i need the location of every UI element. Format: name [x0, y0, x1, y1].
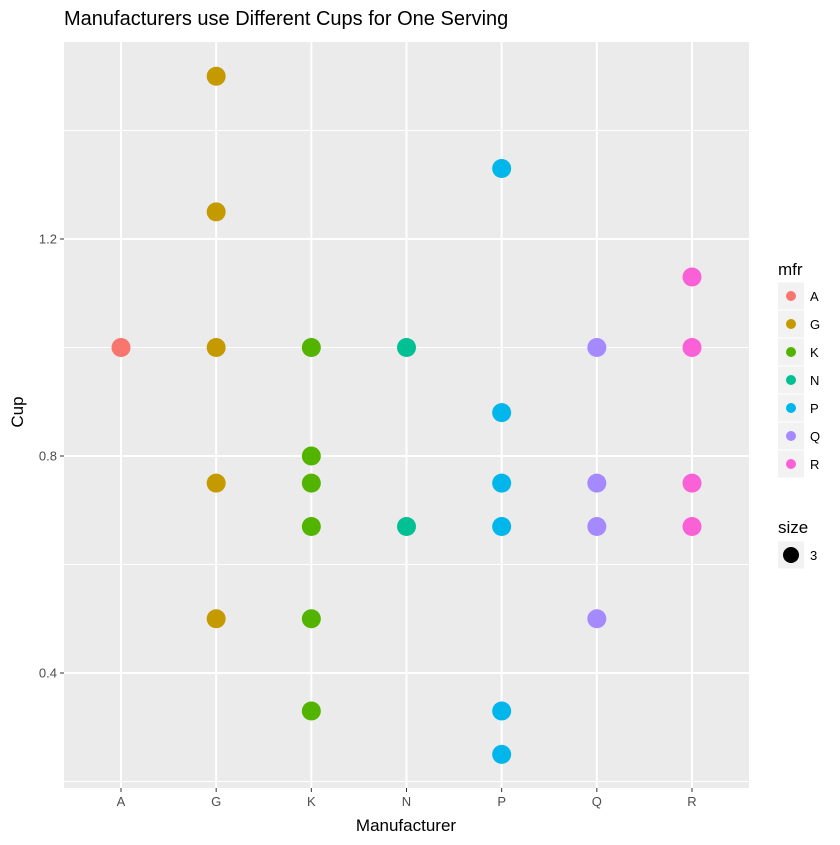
legend-key-q	[786, 431, 796, 441]
legend-key-p	[786, 403, 796, 413]
legend-color-title: mfr	[778, 260, 803, 279]
grid-lines	[64, 42, 749, 788]
chart-title: Manufacturers use Different Cups for One…	[64, 8, 508, 30]
x-tick-label: N	[402, 794, 411, 809]
legend-key-a	[786, 291, 796, 301]
data-point-k	[301, 446, 321, 466]
legend-size-key-point	[783, 547, 799, 563]
y-tick-label: 0.4	[39, 666, 57, 681]
data-point-p	[492, 158, 512, 178]
legend-label-k: K	[810, 345, 819, 360]
data-point-r	[682, 267, 702, 287]
data-point-k	[301, 701, 321, 721]
data-point-n	[397, 338, 416, 357]
data-point-q	[587, 609, 607, 629]
data-point-p	[492, 473, 512, 493]
legend-key-k	[786, 347, 796, 357]
data-point-g	[206, 202, 226, 222]
legend-label-g: G	[810, 317, 820, 332]
data-point-p	[492, 701, 512, 721]
data-point-q	[587, 338, 607, 357]
data-point-g	[206, 609, 226, 629]
legend-label-q: Q	[810, 429, 820, 444]
data-points	[111, 66, 702, 764]
data-point-k	[301, 609, 321, 629]
data-point-k	[301, 473, 321, 493]
data-point-r	[682, 517, 702, 537]
x-tick-label: Q	[592, 794, 602, 809]
data-point-g	[206, 66, 226, 86]
legend-key-n	[786, 375, 796, 385]
legend-key-g	[786, 319, 796, 329]
y-tick-label: 1.2	[39, 232, 57, 247]
data-point-p	[492, 517, 512, 537]
y-tick-label: 0.8	[39, 449, 57, 464]
legend-size-label: 3	[810, 548, 817, 563]
data-point-p	[492, 744, 512, 764]
data-point-g	[206, 338, 226, 357]
x-axis-label: Manufacturer	[356, 816, 456, 835]
axes: 0.4 0.8 1.2 A G K N P Q R	[39, 232, 697, 810]
x-tick-label: G	[211, 794, 221, 809]
data-point-p	[492, 403, 512, 423]
legend-label-r: R	[810, 457, 819, 472]
x-tick-label: A	[117, 794, 126, 809]
data-point-r	[682, 338, 702, 357]
data-point-k	[301, 338, 321, 357]
legend-key-r	[786, 459, 796, 469]
legend-label-n: N	[810, 373, 819, 388]
data-point-a	[111, 338, 131, 357]
data-point-g	[206, 473, 226, 493]
legend-size-keys: 3	[778, 541, 817, 569]
data-point-n	[397, 517, 416, 537]
y-axis-label: Cup	[8, 396, 27, 427]
x-tick-label: R	[687, 794, 696, 809]
legend-size-title: size	[778, 518, 808, 537]
data-point-r	[682, 473, 702, 493]
legend-label-a: A	[810, 289, 819, 304]
x-tick-label: K	[307, 794, 316, 809]
data-point-q	[587, 473, 607, 493]
data-point-q	[587, 517, 607, 537]
legend-label-p: P	[810, 401, 819, 416]
x-tick-label: P	[497, 794, 506, 809]
data-point-k	[301, 517, 321, 537]
